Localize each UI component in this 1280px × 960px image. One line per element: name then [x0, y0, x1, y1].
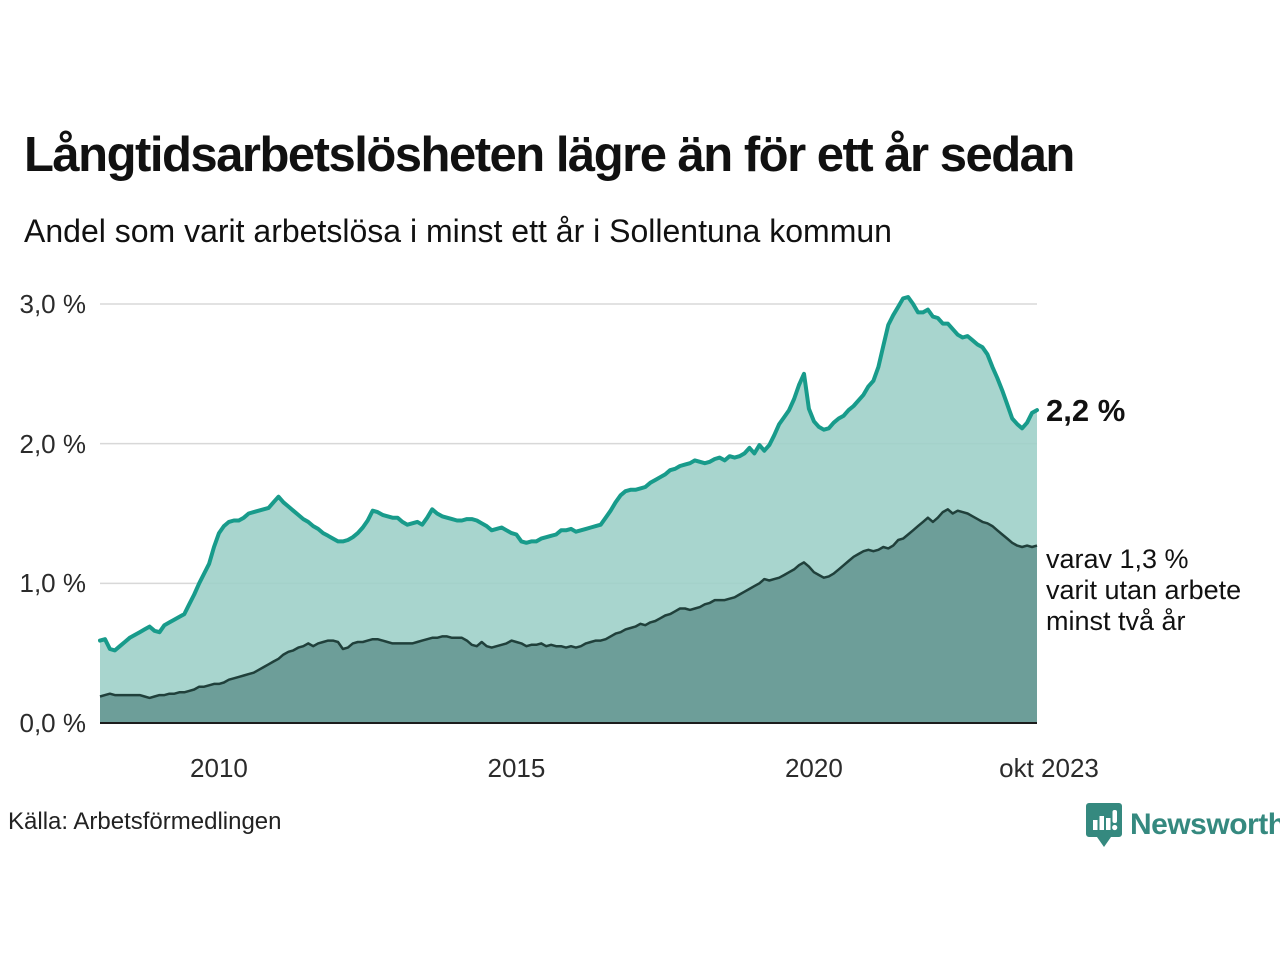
two-year-annotation: varav 1,3 % varit utan arbete minst två …: [1046, 544, 1241, 637]
x-tick-label: 2010: [190, 753, 248, 783]
newsworthy-wordmark: Newsworthy: [1130, 808, 1280, 841]
newsworthy-logo-icon: [1086, 803, 1122, 847]
y-tick-label: 2,0 %: [19, 428, 87, 459]
source-note: Källa: Arbetsförmedlingen: [8, 808, 282, 835]
x-tick-label: 2020: [784, 753, 843, 783]
line-one-year: [98, 295, 1039, 653]
latest-value-label: 2,2 %: [1046, 393, 1126, 428]
y-tick-label: 0,0 %: [19, 708, 87, 738]
page-subtitle: Andel som varit arbetslösa i minst ett å…: [24, 213, 892, 249]
two-year-annotation-line1: varav 1,3 %: [1046, 544, 1189, 574]
x-tick-label: okt 2023: [999, 753, 1099, 783]
two-year-annotation-line2: varit utan arbete: [1046, 575, 1242, 605]
y-tick-label: 3,0 %: [19, 289, 87, 319]
newsworthy-branding: Newsworthy: [1086, 803, 1280, 847]
y-tick-label: 1,0 %: [19, 568, 87, 599]
x-tick-label: 2015: [487, 753, 546, 783]
page-title: Långtidsarbetslösheten lägre än för ett …: [24, 128, 1075, 182]
two-year-annotation-line3: minst två år: [1046, 606, 1186, 636]
line-two-year: [99, 508, 1038, 700]
area-fill-two-year: [100, 509, 1037, 723]
